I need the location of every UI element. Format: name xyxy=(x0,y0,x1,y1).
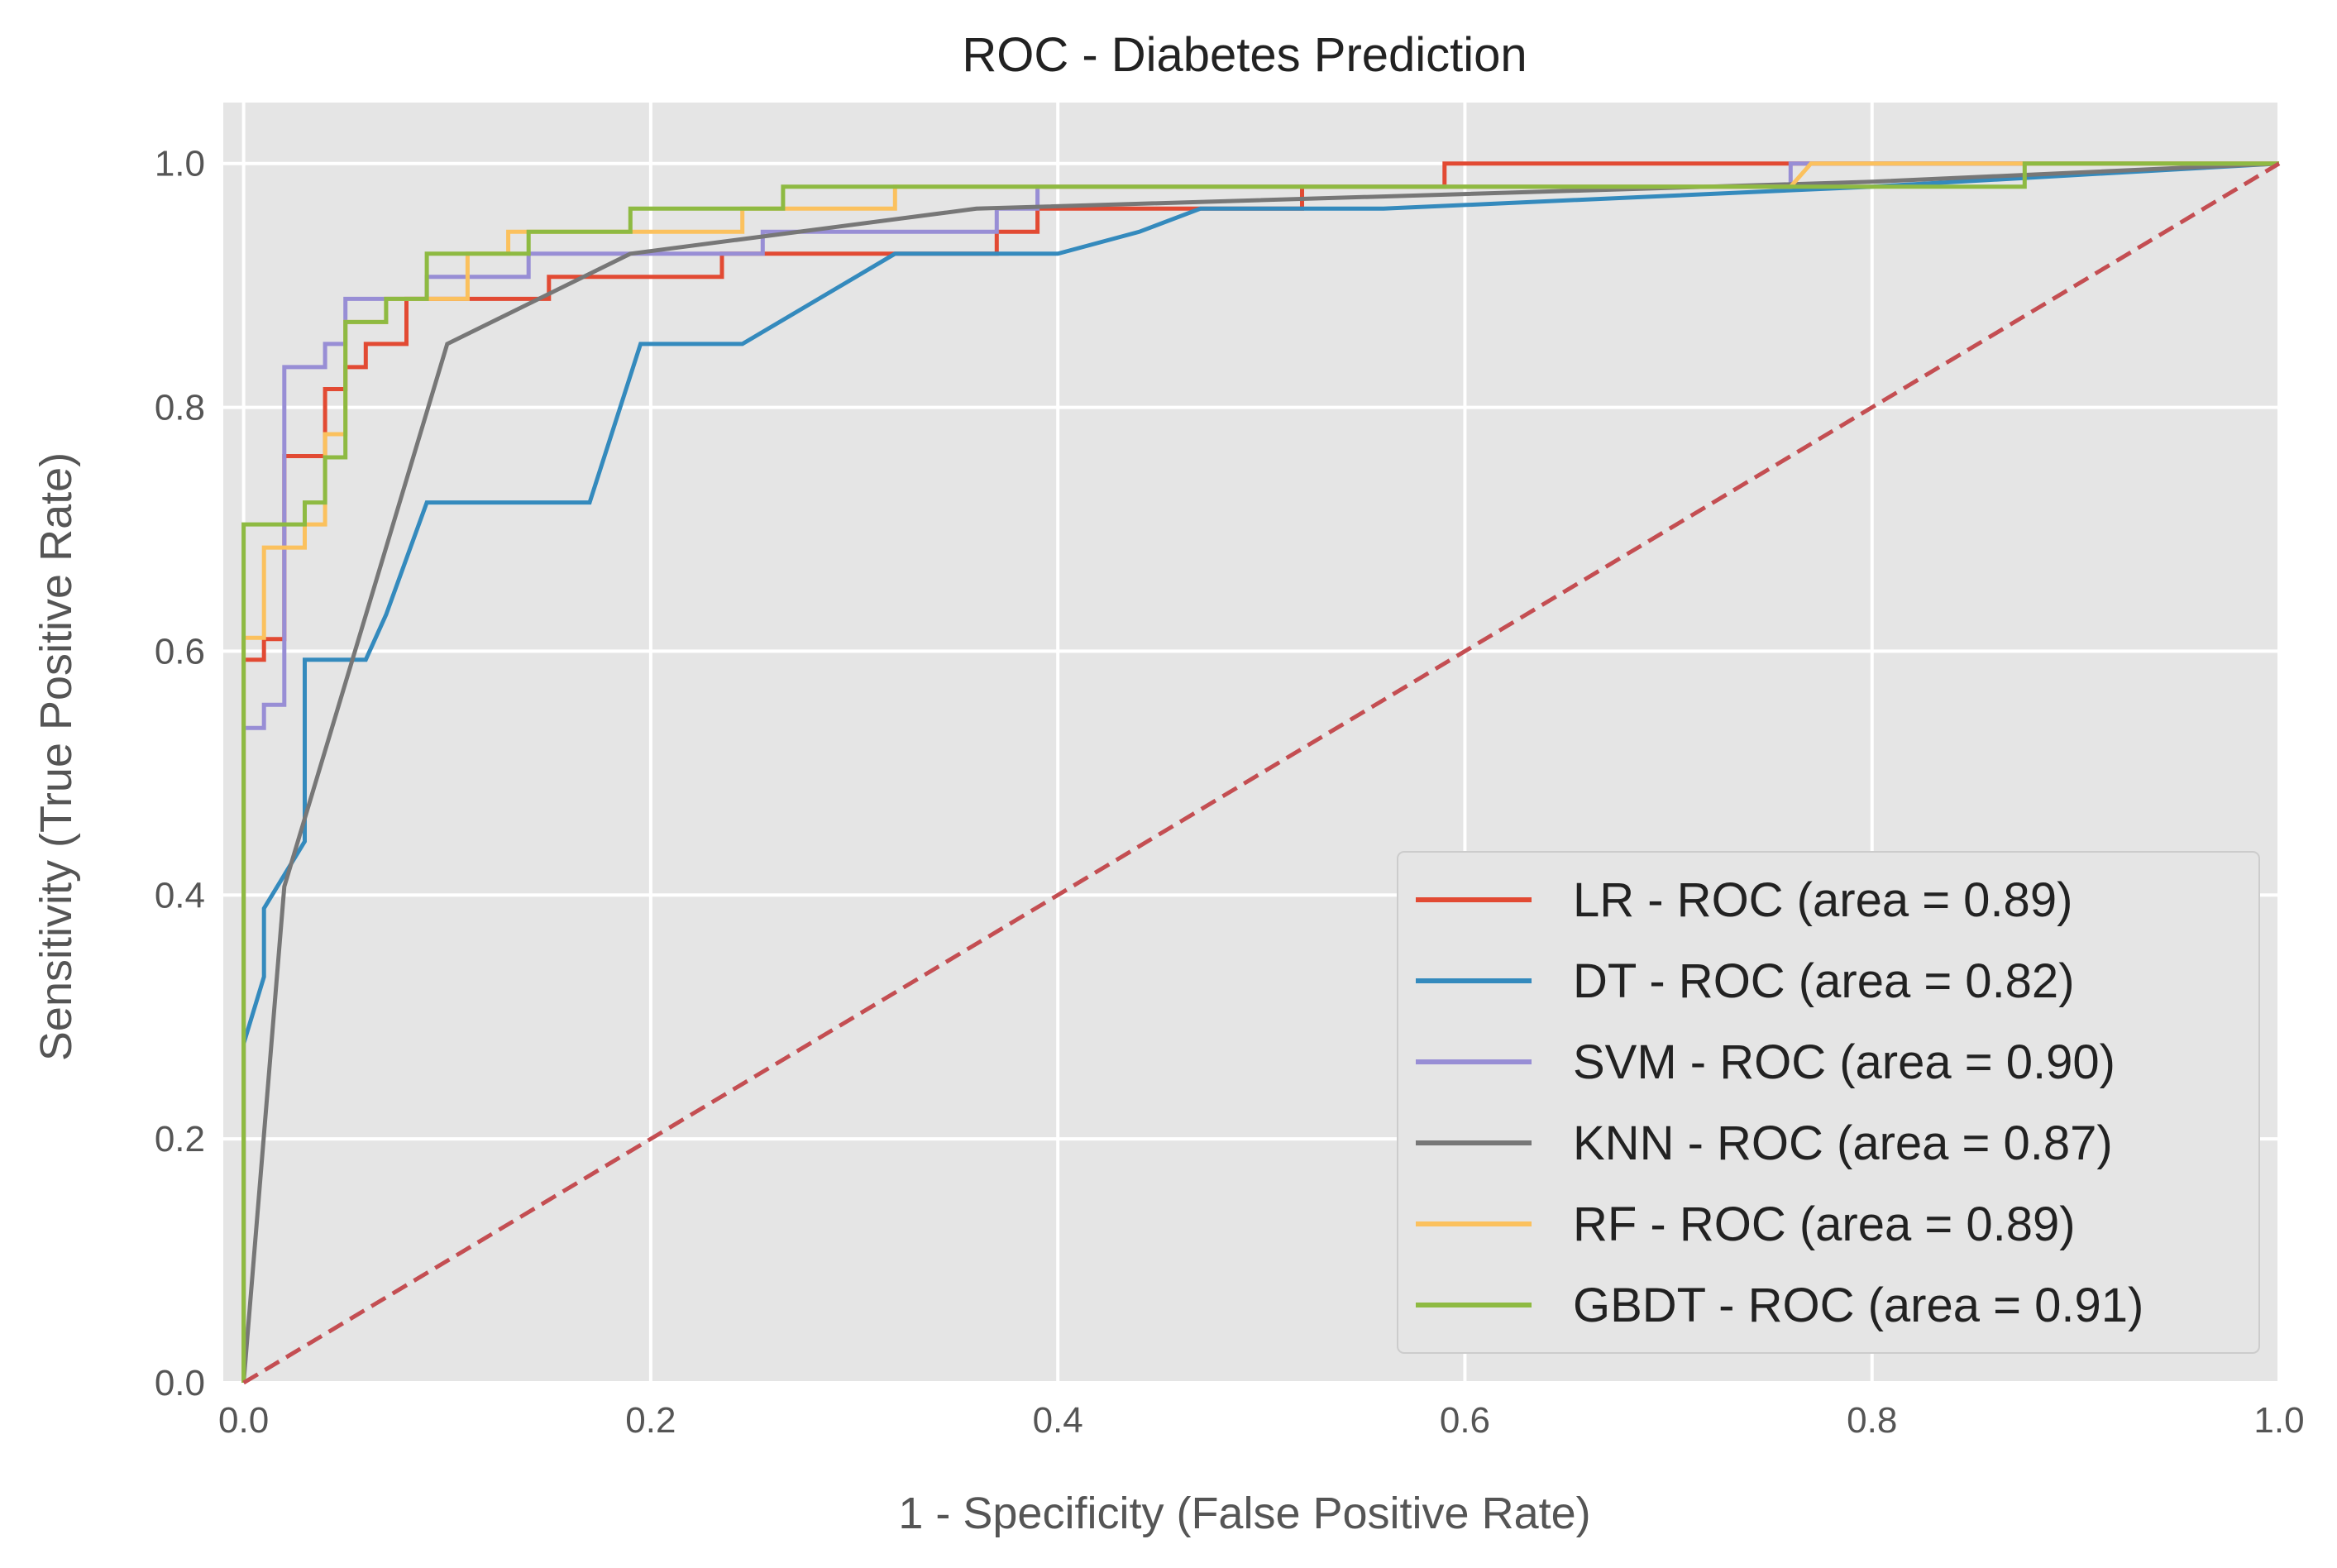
x-tick-label: 0.0 xyxy=(218,1400,269,1441)
roc-curve-line xyxy=(241,161,2280,1383)
legend-label: SVM - ROC (area = 0.90) xyxy=(1573,1035,2115,1089)
y-tick-label: 0.2 xyxy=(155,1119,205,1159)
y-axis-title: Sensitivity (True Positive Rate) xyxy=(31,452,81,1061)
roc-curve-line xyxy=(241,161,2279,1383)
x-tick-label: 0.4 xyxy=(1033,1400,1083,1441)
x-tick-label: 0.8 xyxy=(1847,1400,1897,1441)
legend-label: GBDT - ROC (area = 0.91) xyxy=(1573,1279,2143,1332)
legend-label: KNN - ROC (area = 0.87) xyxy=(1573,1116,2113,1170)
grid-lines xyxy=(223,103,2281,1384)
legend-box xyxy=(1397,851,2260,1354)
y-tick-label: 1.0 xyxy=(155,144,205,184)
chart-title: ROC - Diabetes Prediction xyxy=(962,28,1527,82)
y-tick-label: 0.0 xyxy=(155,1363,205,1403)
x-tick-label: 0.2 xyxy=(625,1400,676,1441)
legend-label: LR - ROC (area = 0.89) xyxy=(1573,873,2072,927)
x-tick-label: 0.6 xyxy=(1440,1400,1490,1441)
y-tick-label: 0.4 xyxy=(155,875,205,915)
x-axis-title: 1 - Specificity (False Positive Rate) xyxy=(898,1489,1590,1538)
y-tick-label: 0.6 xyxy=(155,631,205,672)
legend-label: RF - ROC (area = 0.89) xyxy=(1573,1198,2076,1251)
legend-label: DT - ROC (area = 0.82) xyxy=(1573,954,2075,1008)
roc-curve-line xyxy=(241,161,2280,1384)
x-tick-label: 1.0 xyxy=(2253,1400,2304,1441)
series-layer xyxy=(241,161,2281,1385)
tick-labels: 0.0 0.2 0.4 0.6 0.8 1.0 0.0 0.2 0.4 0.6 0.8 1.0 xyxy=(155,144,2305,1441)
y-tick-label: 0.8 xyxy=(155,388,205,428)
legend: LR - ROC (area = 0.89) DT - ROC (area = 0… xyxy=(1397,851,2260,1354)
